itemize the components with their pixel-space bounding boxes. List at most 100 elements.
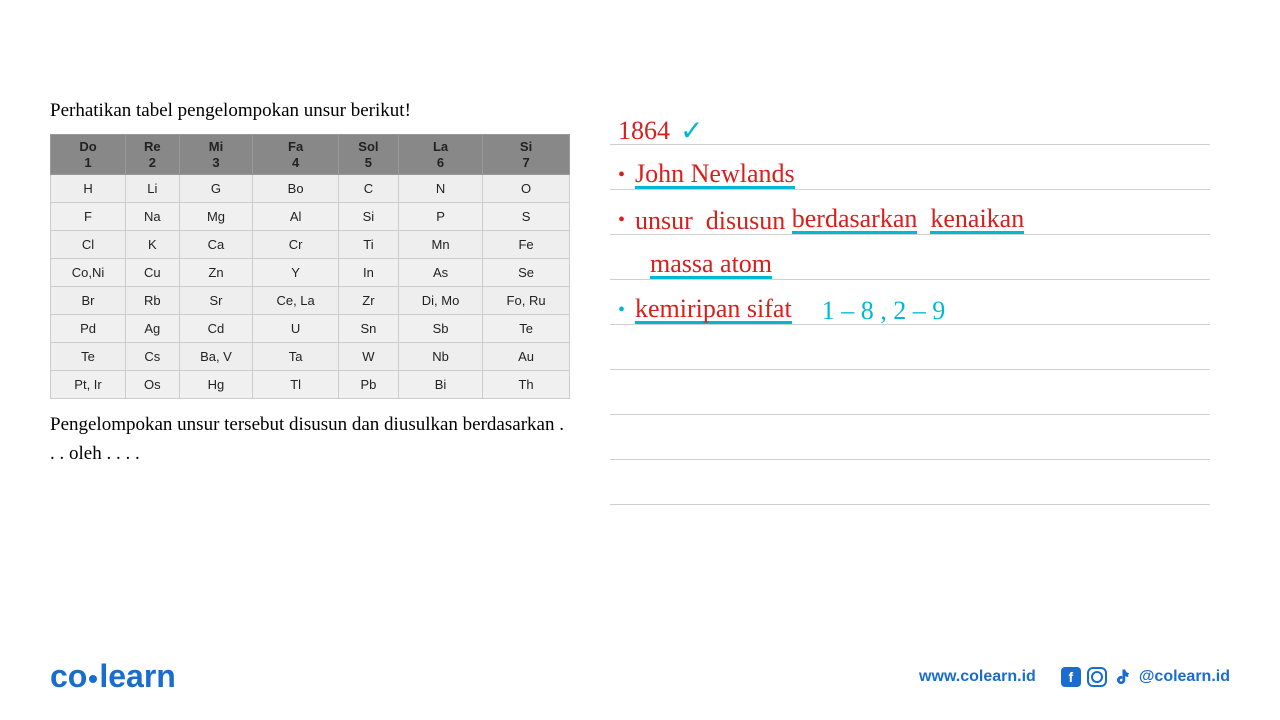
table-cell: Tl — [253, 371, 339, 399]
table-cell: C — [338, 175, 398, 203]
table-cell: Cd — [179, 315, 253, 343]
header-mi: Mi3 — [179, 135, 253, 175]
table-cell: Au — [483, 343, 570, 371]
table-cell: Sr — [179, 287, 253, 315]
table-cell: Ce, La — [253, 287, 339, 315]
table-cell: Fo, Ru — [483, 287, 570, 315]
hw-line-2: • unsur disusun berdasarkan kenaikan — [610, 198, 1210, 243]
header-do: Do1 — [51, 135, 126, 175]
hw-massa-atom: massa atom — [650, 252, 772, 280]
bullet-icon: • — [618, 299, 625, 322]
hw-kemiripan: kemiripan sifat — [635, 297, 792, 325]
table-cell: O — [483, 175, 570, 203]
table-cell: Sn — [338, 315, 398, 343]
hw-line-4: • kemiripan sifat 1 – 8 , 2 – 9 — [610, 288, 1210, 333]
table-cell: Os — [126, 371, 180, 399]
table-cell: Zr — [338, 287, 398, 315]
table-cell: In — [338, 259, 398, 287]
table-cell: P — [398, 203, 482, 231]
table-cell: Li — [126, 175, 180, 203]
table-cell: Pd — [51, 315, 126, 343]
social-links: f @colearn.id — [1061, 667, 1230, 687]
hw-text-unsur: unsur — [635, 206, 693, 236]
table-cell: Th — [483, 371, 570, 399]
page-footer: colearn www.colearn.id f @colearn.id — [0, 658, 1280, 695]
table-row: BrRbSrCe, LaZrDi, MoFo, Ru — [51, 287, 570, 315]
table-cell: Co,Ni — [51, 259, 126, 287]
website-url: www.colearn.id — [919, 668, 1036, 686]
table-cell: Al — [253, 203, 339, 231]
element-table: Do1 Re2 Mi3 Fa4 Sol5 La6 Si7 HLiGBoCNOFN… — [50, 134, 570, 399]
logo-learn: learn — [99, 658, 175, 694]
table-cell: Di, Mo — [398, 287, 482, 315]
tiktok-icon — [1113, 667, 1133, 687]
table-cell: Ta — [253, 343, 339, 371]
table-cell: Ag — [126, 315, 180, 343]
table-cell: Cu — [126, 259, 180, 287]
table-cell: Sb — [398, 315, 482, 343]
logo-dot-icon — [89, 675, 97, 683]
hw-text-kenaikan: kenaikan — [930, 207, 1024, 235]
colearn-logo: colearn — [50, 658, 176, 695]
bullet-icon: • — [618, 164, 625, 187]
table-cell: Ti — [338, 231, 398, 259]
table-cell: G — [179, 175, 253, 203]
table-cell: S — [483, 203, 570, 231]
table-cell: As — [398, 259, 482, 287]
question-title: Perhatikan tabel pengelompokan unsur ber… — [50, 100, 570, 122]
table-cell: Hg — [179, 371, 253, 399]
hw-newlands: John Newlands — [635, 162, 795, 190]
table-cell: Si — [338, 203, 398, 231]
header-re: Re2 — [126, 135, 180, 175]
hw-year: 1864 — [618, 116, 670, 146]
table-row: TeCsBa, VTaWNbAu — [51, 343, 570, 371]
bullet-icon: • — [618, 209, 625, 232]
table-cell: Pt, Ir — [51, 371, 126, 399]
table-row: Pt, IrOsHgTlPbBiTh — [51, 371, 570, 399]
hw-line-1: • John Newlands — [610, 153, 1210, 198]
table-header-row: Do1 Re2 Mi3 Fa4 Sol5 La6 Si7 — [51, 135, 570, 175]
table-cell: Te — [51, 343, 126, 371]
table-cell: Fe — [483, 231, 570, 259]
facebook-icon: f — [1061, 667, 1081, 687]
table-cell: F — [51, 203, 126, 231]
table-cell: Cl — [51, 231, 126, 259]
table-cell: Ca — [179, 231, 253, 259]
table-cell: U — [253, 315, 339, 343]
question-footer-text: Pengelompokan unsur tersebut disusun dan… — [50, 411, 570, 468]
table-row: HLiGBoCNO — [51, 175, 570, 203]
table-cell: Y — [253, 259, 339, 287]
table-row: ClKCaCrTiMnFe — [51, 231, 570, 259]
hw-text-berdasarkan: berdasarkan — [792, 207, 918, 235]
header-si: Si7 — [483, 135, 570, 175]
hw-text-disusun: disusun — [706, 206, 785, 236]
table-cell: H — [51, 175, 126, 203]
table-row: FNaMgAlSiPS — [51, 203, 570, 231]
table-cell: Zn — [179, 259, 253, 287]
question-panel: Perhatikan tabel pengelompokan unsur ber… — [50, 100, 570, 540]
table-cell: Nb — [398, 343, 482, 371]
handwriting-panel: 1864 ✓ • John Newlands • unsur disusun b… — [610, 100, 1210, 540]
table-cell: Ba, V — [179, 343, 253, 371]
header-sol: Sol5 — [338, 135, 398, 175]
instagram-icon — [1087, 667, 1107, 687]
logo-co: co — [50, 658, 87, 694]
table-cell: Bi — [398, 371, 482, 399]
table-row: PdAgCdUSnSbTe — [51, 315, 570, 343]
header-fa: Fa4 — [253, 135, 339, 175]
ruled-notebook-area: 1864 ✓ • John Newlands • unsur disusun b… — [610, 100, 1210, 540]
table-cell: Mn — [398, 231, 482, 259]
hw-numbers: 1 – 8 , 2 – 9 — [822, 296, 946, 326]
header-la: La6 — [398, 135, 482, 175]
table-cell: K — [126, 231, 180, 259]
table-cell: N — [398, 175, 482, 203]
table-cell: Cs — [126, 343, 180, 371]
table-cell: Rb — [126, 287, 180, 315]
table-cell: Bo — [253, 175, 339, 203]
hw-year-line: 1864 ✓ — [610, 108, 1210, 153]
table-cell: W — [338, 343, 398, 371]
table-cell: Se — [483, 259, 570, 287]
table-cell: Na — [126, 203, 180, 231]
table-cell: Cr — [253, 231, 339, 259]
table-row: Co,NiCuZnYInAsSe — [51, 259, 570, 287]
